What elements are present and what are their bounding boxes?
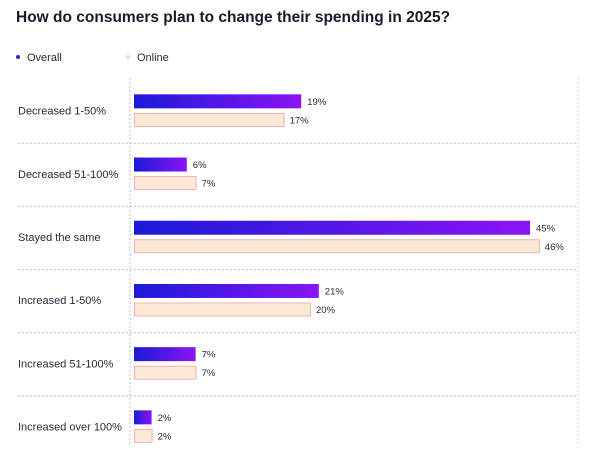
bar-online-decreased-1-50	[134, 112, 285, 127]
bar-overall-decreased-51-100	[134, 157, 187, 172]
chart-title: How do consumers plan to change their sp…	[16, 9, 451, 26]
legend-swatch-online	[126, 55, 130, 60]
bar-online-increased-1-50	[134, 302, 311, 317]
category-label-stayed-the-same: Stayed the same	[18, 232, 101, 244]
legend-label-overall: Overall	[27, 52, 62, 64]
value-label-overall-decreased-1-50: 19%	[307, 97, 327, 108]
category-label-decreased-1-50: Decreased 1-50%	[18, 106, 106, 118]
bar-online-increased-over-100	[134, 428, 153, 443]
value-label-online-increased-over-100: 2%	[158, 431, 172, 442]
category-label-increased-over-100: Increased over 100%	[18, 422, 122, 434]
value-label-overall-increased-51-100: 7%	[202, 350, 216, 361]
value-label-overall-increased-1-50: 21%	[325, 286, 345, 297]
value-label-online-decreased-51-100: 7%	[202, 179, 216, 190]
value-label-overall-stayed-the-same: 45%	[536, 223, 556, 234]
bar-chart: Decreased 1-50% 19% 17% Decreased 51-100% 6%…	[18, 78, 579, 444]
category-label-increased-1-50: Increased 1-50%	[18, 295, 101, 307]
legend-item-online: Online	[126, 52, 169, 64]
category-label-decreased-51-100: Decreased 51-100%	[18, 169, 119, 181]
bar-overall-increased-1-50	[134, 283, 319, 298]
bar-overall-decreased-1-50	[134, 94, 302, 109]
legend-swatch-overall	[16, 55, 20, 60]
category-label-increased-51-100: Increased 51-100%	[18, 358, 114, 370]
value-label-overall-increased-over-100: 2%	[158, 413, 172, 424]
value-label-online-decreased-1-50: 17%	[290, 115, 310, 126]
value-label-online-stayed-the-same: 46%	[545, 242, 565, 253]
bar-overall-increased-51-100	[134, 347, 196, 362]
value-label-online-increased-1-50: 20%	[316, 305, 336, 316]
value-label-online-increased-51-100: 7%	[202, 368, 216, 379]
bar-online-increased-51-100	[134, 365, 197, 380]
legend-item-overall: Overall	[16, 52, 62, 64]
bar-overall-stayed-the-same	[134, 220, 530, 235]
bar-online-stayed-the-same	[134, 239, 540, 254]
bar-online-decreased-51-100	[134, 176, 197, 190]
value-label-overall-decreased-51-100: 6%	[193, 160, 207, 171]
bar-overall-increased-over-100	[134, 410, 152, 425]
legend-label-online: Online	[137, 52, 169, 64]
